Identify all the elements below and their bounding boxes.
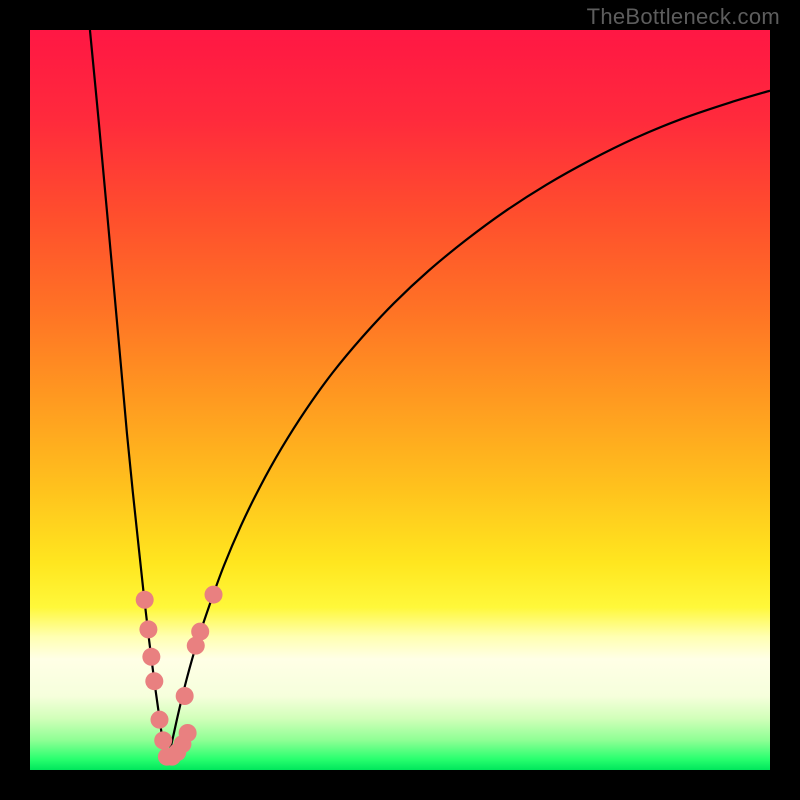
data-marker <box>142 648 160 666</box>
data-marker <box>179 724 197 742</box>
data-marker <box>145 672 163 690</box>
plot-area <box>30 30 770 770</box>
gradient-background <box>30 30 770 770</box>
frame-left <box>0 0 30 800</box>
data-marker <box>136 591 154 609</box>
watermark-text: TheBottleneck.com <box>587 4 780 30</box>
chart-svg <box>30 30 770 770</box>
data-marker <box>151 711 169 729</box>
data-marker <box>139 620 157 638</box>
data-marker <box>205 586 223 604</box>
data-marker <box>176 687 194 705</box>
frame-right <box>770 0 800 800</box>
frame-bottom <box>0 770 800 800</box>
data-marker <box>154 731 172 749</box>
data-marker <box>191 623 209 641</box>
